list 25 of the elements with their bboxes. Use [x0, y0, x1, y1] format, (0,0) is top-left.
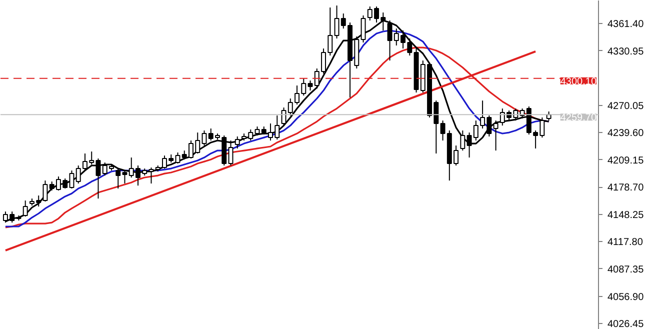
y-tick-label: 4330.95 — [608, 46, 644, 58]
candlestick — [175, 152, 180, 164]
candlestick — [22, 200, 28, 218]
y-tick-label: 4178.70 — [608, 182, 644, 194]
candlestick — [460, 130, 466, 152]
y-tick-label: 4087.35 — [608, 264, 644, 276]
candlestick — [202, 130, 207, 146]
y-tick-label: 4361.40 — [608, 19, 644, 30]
candlestick — [321, 48, 326, 74]
ref-line-label: 4300.10 — [560, 76, 597, 88]
y-tick-label: 4117.80 — [608, 237, 644, 248]
candlestick — [234, 136, 240, 149]
y-tick-label: 4148.25 — [608, 210, 644, 221]
candlestick — [493, 120, 498, 152]
candlestick — [148, 167, 154, 184]
y-tick-label: 4239.60 — [608, 128, 644, 140]
candlestick — [328, 6, 333, 56]
candlestick — [228, 140, 234, 166]
y-tick-label: 4209.15 — [608, 155, 644, 166]
candlestick — [122, 170, 128, 184]
ref-line-label: 4259.70 — [560, 112, 597, 124]
candlestick — [116, 168, 121, 190]
y-tick-label: 4026.45 — [608, 319, 644, 329]
y-tick-label: 4270.05 — [608, 100, 644, 112]
y-tick-label: 4056.90 — [608, 292, 644, 303]
